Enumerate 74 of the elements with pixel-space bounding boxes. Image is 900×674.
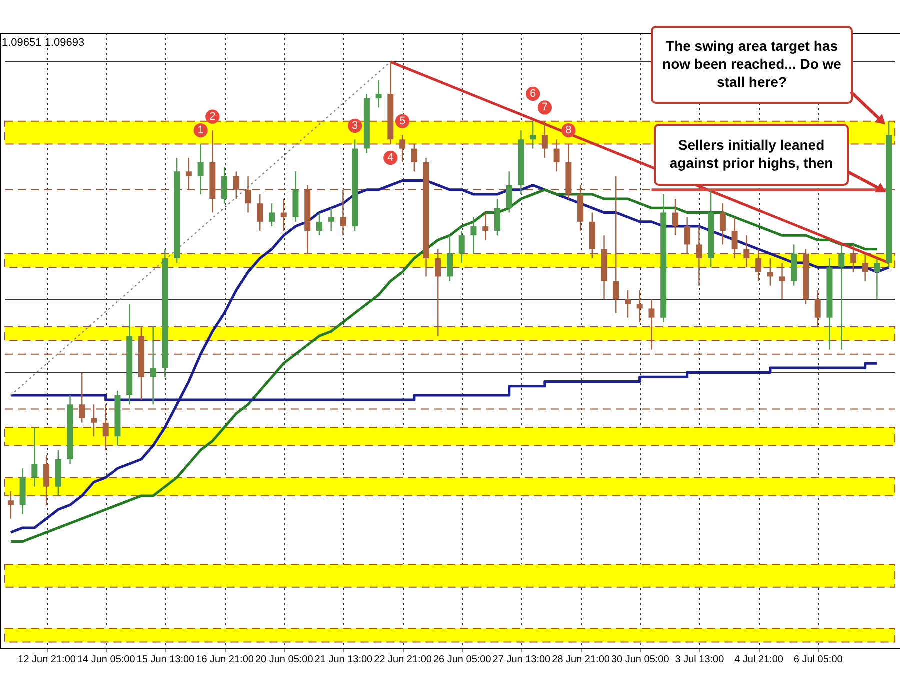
candlestick [767, 258, 774, 286]
candlestick [814, 290, 821, 328]
candlestick [874, 258, 880, 300]
candlestick [44, 454, 50, 506]
annotation: Sellers initially leaned against prior highs, then [670, 137, 834, 171]
candlestick [91, 404, 97, 438]
candlestick [8, 490, 14, 520]
candlestick [542, 120, 548, 159]
annotation: The swing area target has now been reached... Do we stall here? [662, 38, 842, 90]
candlestick [198, 144, 204, 196]
candlestick [435, 248, 442, 337]
candlestick [672, 198, 678, 236]
candlestick [447, 235, 453, 282]
x-tick-label: 27 Jun 13:00 [492, 654, 552, 666]
x-tick-label: 21 Jun 13:00 [314, 654, 374, 666]
x-tick-label: 26 Jun 05:00 [433, 654, 492, 666]
candlestick [636, 290, 643, 324]
candlestick [862, 253, 868, 282]
annotation: 5 [399, 115, 406, 128]
candlestick [850, 244, 856, 273]
x-tick-label: 30 Jun 05:00 [611, 654, 670, 666]
candlestick [613, 176, 620, 314]
x-tick-label: 22 Jun 21:00 [374, 654, 432, 666]
x-tick-label: 20 Jun 05:00 [255, 654, 314, 666]
candlestick [280, 198, 287, 232]
x-tick-label: 15 Jun 13:00 [136, 654, 196, 666]
candlestick [744, 235, 750, 268]
candlestick [482, 212, 489, 241]
candlestick [79, 372, 86, 424]
candlestick [506, 171, 512, 214]
candlestick [316, 212, 322, 236]
candlestick [32, 426, 38, 488]
candlestick [458, 230, 465, 264]
text: 1.09651 1.09693 [2, 37, 85, 49]
candlestick [340, 189, 346, 236]
annotation: 7 [542, 102, 548, 114]
candlestick [257, 194, 264, 232]
annotation: 4 [388, 152, 394, 164]
annotation: 3 [352, 120, 358, 132]
candlestick [150, 326, 156, 406]
annotation: 1 [198, 124, 204, 137]
candlestick [186, 157, 192, 191]
candlestick [233, 171, 240, 200]
candlestick [102, 404, 109, 451]
candlestick [470, 216, 477, 254]
candlestick [269, 203, 275, 228]
candlestick [838, 244, 845, 350]
candlestick [400, 134, 406, 164]
x-tick-label: 28 Jun 21:00 [552, 654, 610, 666]
candlestick [494, 198, 500, 236]
candlestick [411, 144, 418, 172]
candlestick [554, 139, 560, 172]
annotation: 8 [566, 124, 572, 137]
candlestick [684, 216, 690, 254]
x-tick-label: 6 Jul 05:00 [794, 654, 844, 666]
candlestick [625, 290, 631, 318]
candlestick [245, 176, 252, 214]
candlestick [328, 208, 334, 232]
candlestick [720, 203, 726, 246]
candlestick [222, 166, 228, 204]
x-tick-label: 12 Jun 21:00 [18, 654, 76, 666]
candlestick [779, 262, 786, 300]
x-tick-label: 14 Jun 05:00 [77, 654, 136, 666]
x-tick-label: 3 Jul 13:00 [675, 654, 725, 666]
candlestick [696, 226, 702, 286]
candlestick [732, 216, 738, 260]
x-tick-label: 16 Jun 21:00 [196, 654, 254, 666]
candlestick [756, 248, 762, 282]
candlestick [376, 80, 382, 108]
candlestick [648, 298, 655, 350]
candlestick [530, 120, 536, 150]
annotation: 6 [530, 88, 536, 100]
annotation: 2 [210, 110, 216, 123]
x-tick-label: 4 Jul 21:00 [734, 654, 784, 666]
